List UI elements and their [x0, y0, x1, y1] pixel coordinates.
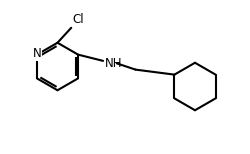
- Text: NH: NH: [105, 57, 122, 70]
- Text: N: N: [32, 47, 41, 60]
- Text: Cl: Cl: [72, 13, 84, 26]
